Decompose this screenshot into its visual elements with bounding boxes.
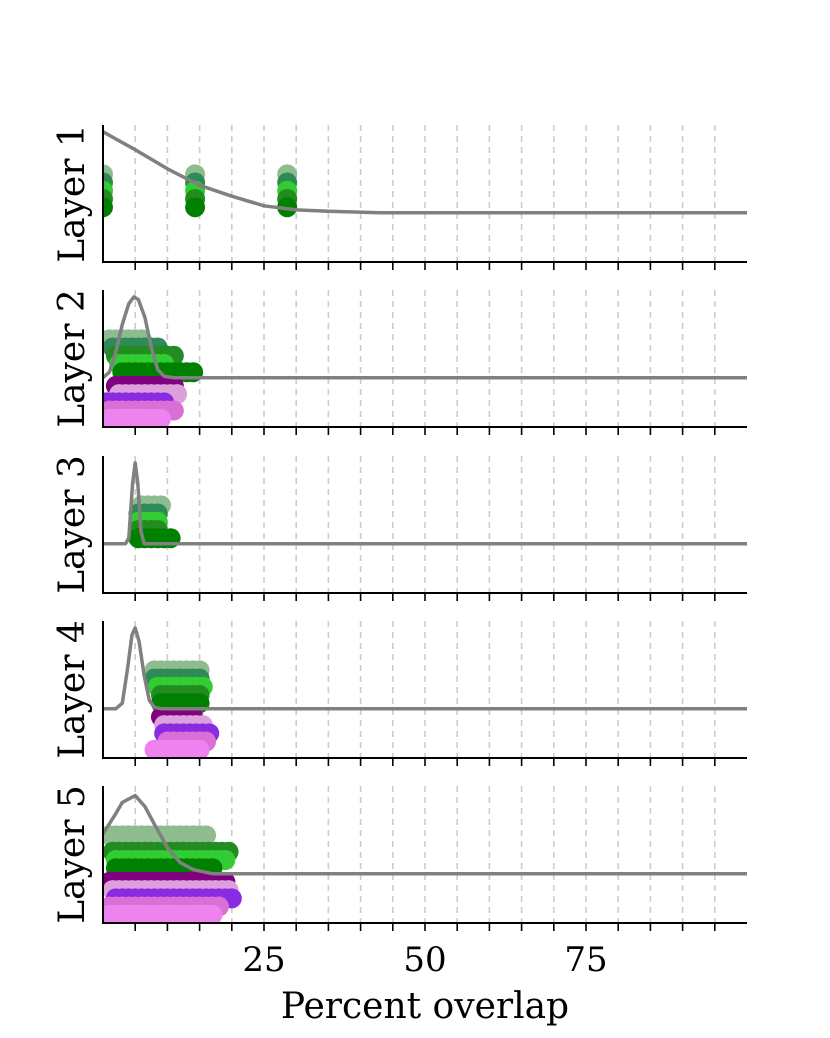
- x-tick-label: 50: [403, 940, 446, 980]
- data-point: [103, 197, 113, 218]
- density-line: [103, 130, 747, 215]
- x-tick-label: 25: [242, 940, 285, 980]
- panel-layer-2: Layer 2: [52, 289, 747, 435]
- density-line: [103, 793, 747, 876]
- y-axis-label-layer-5: Layer 5: [52, 785, 93, 924]
- data-point: [202, 904, 223, 923]
- data-point: [185, 197, 206, 218]
- density-line: [103, 626, 747, 711]
- x-tick-labels: 25 50 75: [242, 940, 607, 980]
- scatter-points: [103, 164, 298, 218]
- data-point: [150, 408, 171, 427]
- x-tick-label: 75: [564, 940, 607, 980]
- x-axis-label: Percent overlap: [281, 986, 569, 1027]
- data-point: [196, 825, 217, 846]
- data-point: [189, 739, 210, 758]
- panel-layer-3: Layer 3: [52, 455, 747, 601]
- density-line: [103, 295, 747, 380]
- y-axis-label-layer-3: Layer 3: [52, 455, 93, 594]
- density-line: [103, 461, 747, 546]
- panels-group: Layer 1 Layer 2 Layer 3 Layer 4 Layer 5: [52, 124, 747, 931]
- panel-layer-4: Layer 4: [52, 620, 747, 766]
- panel-layer-5: Layer 5: [52, 785, 747, 931]
- y-axis-label-layer-2: Layer 2: [52, 289, 93, 428]
- scatter-points: [103, 825, 242, 923]
- y-axis-label-layer-1: Layer 1: [52, 124, 93, 263]
- panel-layer-1: Layer 1: [52, 124, 747, 270]
- scatter-points: [128, 495, 181, 549]
- y-axis-label-layer-4: Layer 4: [52, 620, 93, 759]
